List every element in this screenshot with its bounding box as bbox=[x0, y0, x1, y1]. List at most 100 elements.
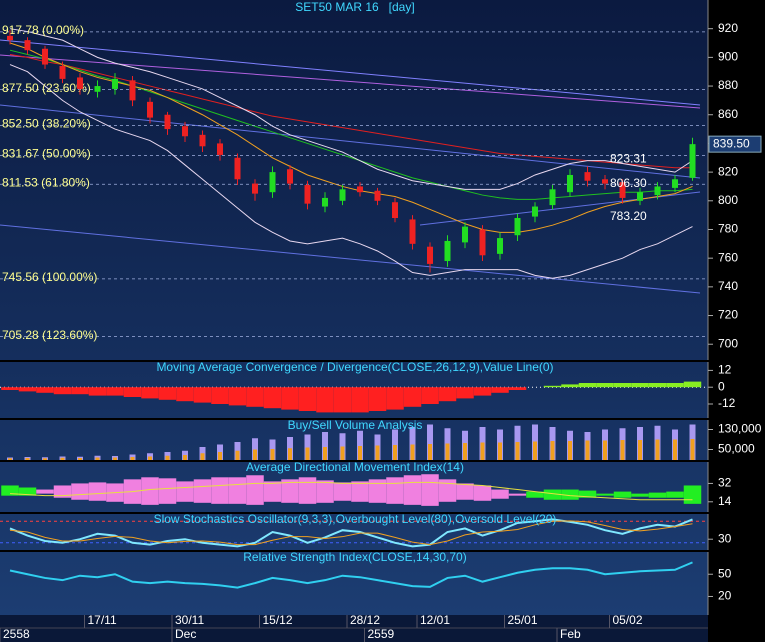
candle-body bbox=[59, 65, 66, 79]
volume-bar bbox=[568, 441, 572, 460]
volume-bar bbox=[235, 450, 240, 460]
candle-body bbox=[427, 246, 433, 264]
candle-body bbox=[567, 174, 573, 193]
volume-bar bbox=[603, 440, 607, 460]
macd-bar bbox=[578, 383, 597, 388]
volume-bar bbox=[655, 439, 660, 460]
candle-body bbox=[42, 48, 48, 65]
candle-body bbox=[357, 186, 363, 193]
dmi-band bbox=[333, 482, 352, 501]
volume-bar bbox=[270, 449, 275, 460]
candle-body bbox=[164, 114, 171, 130]
volume-bar bbox=[585, 440, 590, 460]
x-tick-label: 25/01 bbox=[508, 613, 538, 627]
macd-bar bbox=[1, 387, 19, 390]
dmi-band bbox=[491, 489, 509, 499]
dmi-band bbox=[526, 491, 544, 498]
volume-bar bbox=[322, 432, 328, 460]
dmi-band bbox=[403, 475, 422, 505]
fib-label: 811.53 (61.80%) bbox=[2, 175, 90, 189]
volume-bar bbox=[620, 440, 625, 460]
dmi-band bbox=[246, 475, 264, 505]
x-tick-label: 17/11 bbox=[88, 613, 117, 627]
y-tick-label: 860 bbox=[718, 107, 738, 121]
candle-body bbox=[7, 35, 13, 41]
macd-bar bbox=[403, 387, 422, 407]
candle-body bbox=[252, 183, 258, 194]
macd-bar bbox=[88, 387, 107, 396]
volume-bar bbox=[25, 458, 30, 460]
dmi-band bbox=[456, 483, 474, 500]
macd-bar bbox=[683, 381, 702, 388]
y-tick-label: 880 bbox=[718, 78, 738, 92]
y-tick-label: 800 bbox=[718, 193, 738, 207]
panel-title: Average Directional Movement Index(14) bbox=[246, 460, 464, 474]
dmi-band bbox=[211, 477, 229, 504]
y-tick-label: 700 bbox=[718, 336, 738, 350]
candle-body bbox=[287, 169, 293, 184]
fib-label: 745.56 (100.00%) bbox=[2, 270, 97, 284]
volume-bar bbox=[515, 442, 520, 460]
volume-bar bbox=[340, 446, 345, 460]
line bbox=[9, 520, 693, 546]
volume-bar bbox=[375, 445, 380, 460]
macd-bar bbox=[18, 387, 37, 392]
volume-bar bbox=[253, 449, 257, 460]
dmi-band bbox=[368, 479, 387, 503]
period-label: 2559 bbox=[368, 627, 395, 641]
y-tick-label: 32 bbox=[718, 476, 732, 490]
candle-body bbox=[129, 80, 136, 101]
y-tick-label: 130,000 bbox=[718, 422, 762, 436]
dmi-band bbox=[438, 479, 457, 502]
volume-bar bbox=[183, 455, 187, 460]
line bbox=[9, 481, 693, 501]
y-tick-label: 50 bbox=[718, 566, 732, 580]
candle-body bbox=[392, 202, 398, 219]
panel-title: SET50 MAR 16 [day] bbox=[295, 0, 414, 14]
dmi-band bbox=[1, 485, 19, 496]
dmi-band bbox=[193, 479, 212, 503]
y-tick-label: 780 bbox=[718, 222, 738, 236]
candle-body bbox=[304, 185, 311, 204]
volume-bar bbox=[498, 442, 502, 460]
volume-bar bbox=[427, 424, 433, 460]
y-tick-label: 20 bbox=[718, 589, 732, 603]
macd-bar bbox=[36, 387, 54, 393]
volume-bar bbox=[200, 453, 205, 460]
volume-bar bbox=[113, 457, 117, 460]
period-label: Dec bbox=[175, 627, 196, 641]
line bbox=[9, 42, 693, 233]
candle-body bbox=[234, 157, 241, 180]
candle-body bbox=[339, 189, 346, 201]
volume-bar bbox=[690, 439, 695, 460]
volume-bar bbox=[218, 452, 222, 460]
macd-bar bbox=[71, 387, 89, 395]
volume-bar bbox=[480, 442, 485, 460]
macd-bar bbox=[351, 387, 369, 413]
macd-bar bbox=[421, 387, 439, 404]
price-label: 823.31 bbox=[610, 152, 647, 166]
volume-bar bbox=[252, 438, 258, 460]
macd-bar bbox=[228, 387, 247, 406]
last-price-label: 839.50 bbox=[713, 136, 750, 150]
candle-body bbox=[444, 240, 451, 262]
candle-body bbox=[24, 40, 31, 51]
y-tick-label: 740 bbox=[718, 279, 738, 293]
macd-bar bbox=[368, 387, 387, 411]
volume-bar bbox=[358, 446, 362, 460]
dmi-band bbox=[508, 493, 527, 496]
volume-bar bbox=[445, 443, 450, 460]
line bbox=[9, 64, 693, 279]
volume-bar bbox=[393, 445, 397, 460]
volume-bar bbox=[8, 458, 12, 460]
dmi-band bbox=[263, 481, 282, 502]
dmi-band bbox=[351, 481, 369, 502]
dmi-band bbox=[88, 482, 107, 501]
price-label: 783.20 bbox=[610, 209, 647, 223]
volume-bar bbox=[673, 439, 677, 460]
macd-bar bbox=[316, 387, 334, 413]
volume-bar bbox=[357, 430, 363, 460]
macd-bar bbox=[333, 387, 352, 413]
macd-bar bbox=[298, 387, 317, 411]
